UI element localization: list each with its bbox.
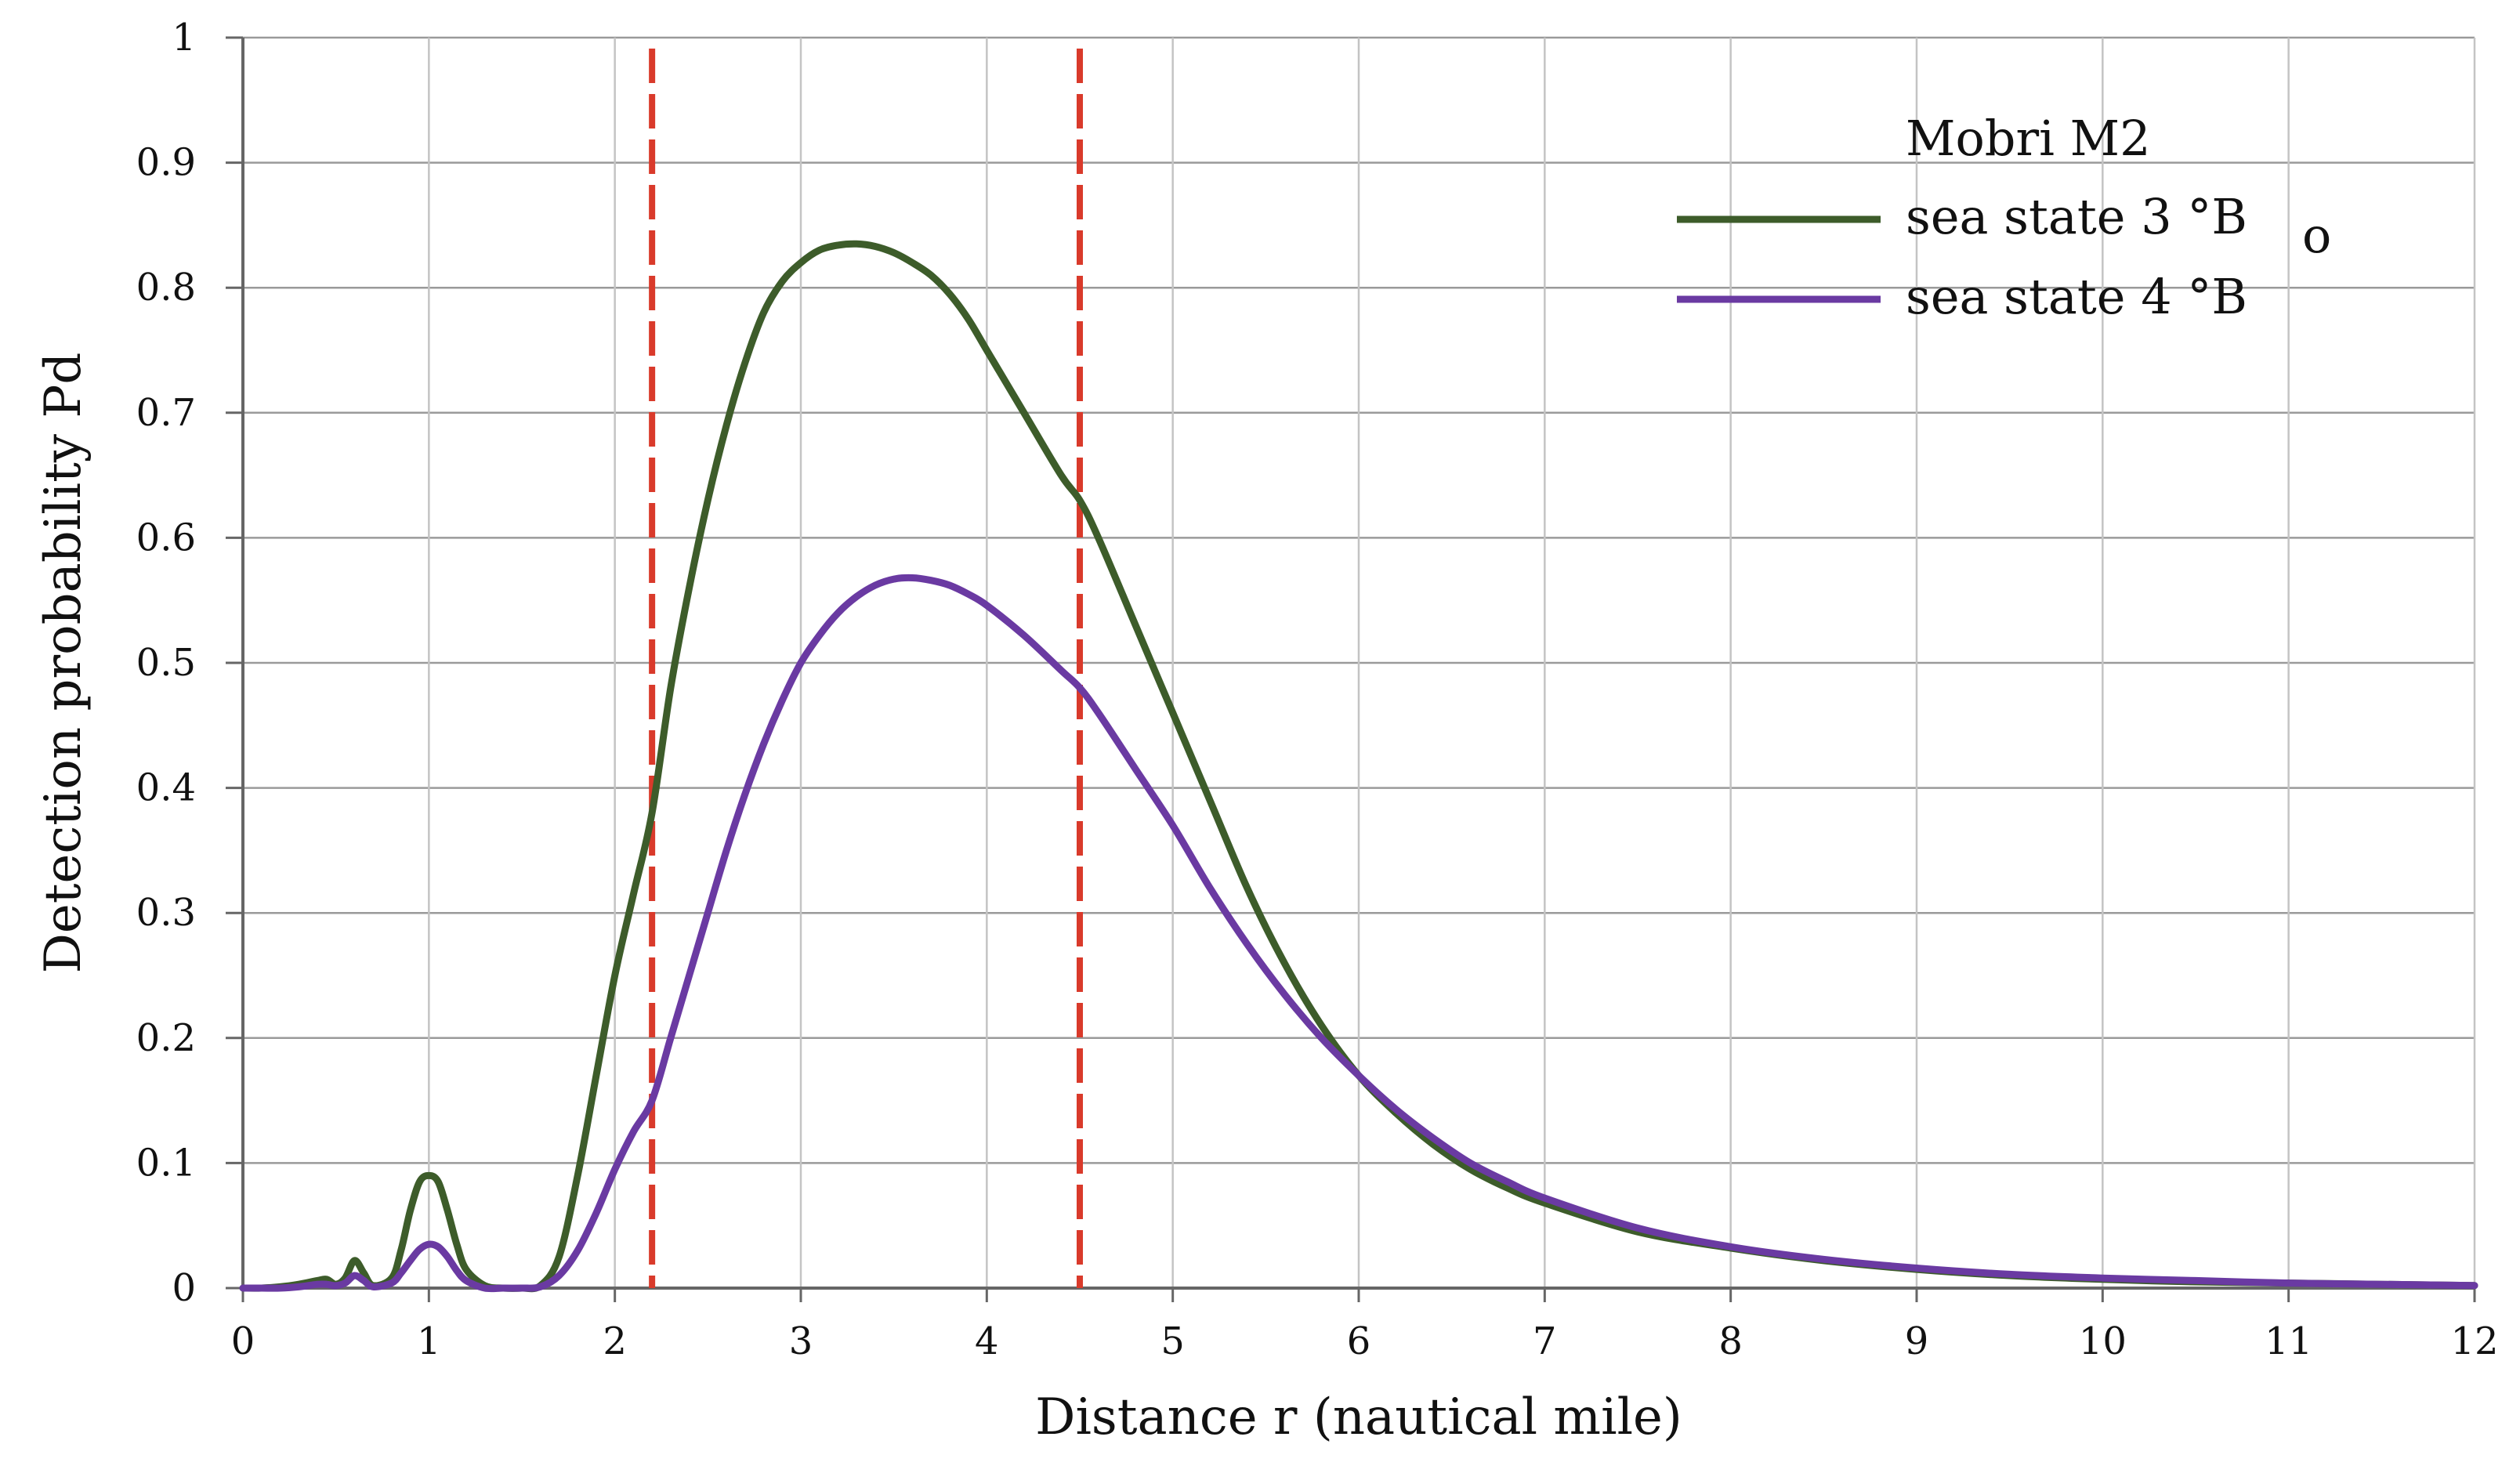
y-tick-label: 0.4 xyxy=(136,766,196,810)
y-tick-label: 0.3 xyxy=(136,891,196,935)
x-tick-label: 12 xyxy=(2450,1319,2498,1363)
y-tick-label: 0.6 xyxy=(136,516,196,559)
series-line xyxy=(239,574,2478,1293)
legend-title: Mobri M2 xyxy=(1906,110,2151,167)
y-tick-label: 0.5 xyxy=(136,641,196,685)
x-tick-label: 2 xyxy=(603,1319,627,1363)
y-tick-label: 0.8 xyxy=(136,266,196,309)
x-tick-label: 4 xyxy=(975,1319,999,1363)
x-tick-label: 5 xyxy=(1160,1319,1185,1363)
x-tick-label: 10 xyxy=(2079,1319,2127,1363)
y-tick-label: 0.9 xyxy=(136,141,196,185)
x-axis-title: Distance r (nautical mile) xyxy=(1035,1388,1682,1446)
x-tick-label: 0 xyxy=(231,1319,255,1363)
legend: Mobri M2 sea state 3 °B sea state 4 °B o xyxy=(1677,110,2331,325)
reference-lines xyxy=(649,49,1083,1288)
legend-stray-mark: o xyxy=(2302,207,2331,264)
series-line xyxy=(239,240,2478,1293)
axes xyxy=(226,36,2476,1302)
legend-entry: sea state 4 °B xyxy=(1906,268,2247,325)
x-tick-label: 3 xyxy=(789,1319,813,1363)
x-tick-label: 6 xyxy=(1347,1319,1371,1363)
tick-labels: 00.10.20.30.40.50.60.70.80.910 1 2 3 4 5 6 7 8 9 1… xyxy=(136,16,2499,1363)
y-tick-label: 0.1 xyxy=(136,1141,196,1185)
y-axis-title: Detection probability Pd xyxy=(34,353,92,974)
series-lines xyxy=(239,240,2478,1293)
x-tick-label: 8 xyxy=(1718,1319,1743,1363)
y-tick-label: 0.7 xyxy=(136,391,196,435)
legend-entry: sea state 3 °B xyxy=(1906,188,2247,245)
y-tick-label: 1 xyxy=(172,16,196,60)
x-tick-label: 7 xyxy=(1533,1319,1557,1363)
x-tick-label: 11 xyxy=(2265,1319,2312,1363)
x-tick-label: 9 xyxy=(1905,1319,1929,1363)
y-tick-label: 0 xyxy=(172,1266,196,1310)
x-tick-label: 1 xyxy=(417,1319,441,1363)
y-tick-label: 0.2 xyxy=(136,1016,196,1060)
